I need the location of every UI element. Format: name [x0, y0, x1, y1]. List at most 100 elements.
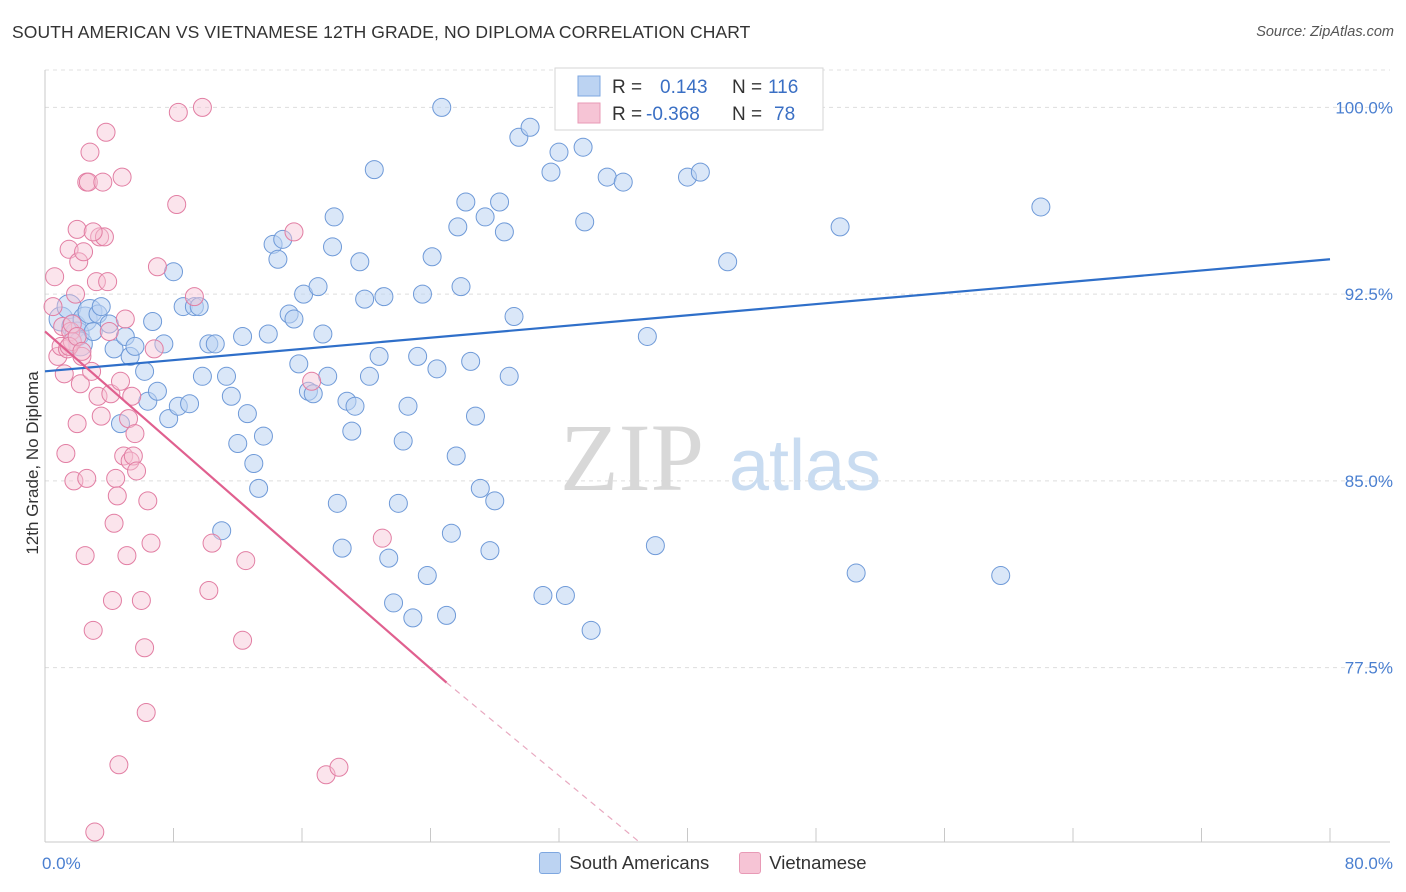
viet-point-5	[54, 364, 74, 384]
south-point-100	[613, 172, 633, 192]
viet-point-64	[202, 533, 222, 553]
trendline-vietnamese-extension	[446, 682, 640, 843]
south-point-85	[475, 207, 495, 227]
viet-point-50	[125, 424, 145, 444]
south-point-30	[205, 334, 225, 354]
viet-point-41	[110, 371, 130, 391]
viet-point-15	[69, 252, 89, 272]
viet-point-24	[83, 620, 103, 640]
south-point-11	[104, 339, 124, 359]
south-point-90	[499, 366, 519, 386]
south-point-51	[313, 324, 333, 344]
south-point-57	[342, 421, 362, 441]
viet-point-28	[90, 227, 110, 247]
viet-point-60	[168, 102, 188, 122]
south-point-49	[303, 384, 323, 404]
south-point-52	[318, 366, 338, 386]
south-point-33	[221, 386, 241, 406]
watermark-zip: ZIP	[560, 404, 704, 511]
south-point-86	[480, 541, 500, 561]
viet-point-26	[86, 272, 106, 292]
axes	[44, 70, 1390, 843]
south-point-69	[398, 396, 418, 416]
y-tick-label-3: 100.0%	[1335, 98, 1393, 117]
viet-point-65	[233, 630, 253, 650]
south-point-106	[718, 252, 738, 272]
south-point-114	[575, 212, 595, 232]
viet-point-75	[72, 341, 92, 361]
viet-point-30	[93, 172, 113, 192]
south-point-104	[690, 162, 710, 182]
south-point-95	[541, 162, 561, 182]
south-point-99	[597, 167, 617, 187]
viet-point-33	[98, 272, 118, 292]
south-point-7	[83, 321, 103, 341]
south-point-58	[345, 396, 365, 416]
viet-point-70	[329, 757, 349, 777]
south-point-81	[456, 192, 476, 212]
x-tick-label-1: 80.0%	[1345, 854, 1393, 873]
south-point-67	[388, 493, 408, 513]
legend-n-value-pink: 78	[774, 104, 795, 125]
south-point-19	[147, 381, 167, 401]
south-point-112	[581, 620, 601, 640]
south-point-27	[189, 297, 209, 317]
viet-point-1	[45, 267, 65, 287]
viet-point-12	[66, 284, 86, 304]
viet-point-71	[372, 528, 392, 548]
south-point-54	[327, 493, 347, 513]
trendline-vietnamese	[44, 330, 448, 684]
south-point-75	[427, 359, 447, 379]
viet-point-53	[135, 638, 155, 658]
south-point-84	[470, 478, 490, 498]
legend-swatch-pink	[577, 102, 601, 124]
south-point-66	[384, 593, 404, 613]
viet-point-49	[123, 446, 143, 466]
viet-point-61	[184, 287, 204, 307]
legend-item-vietnamese: Vietnamese	[739, 852, 867, 874]
trendline-south-americans	[44, 258, 1331, 373]
viet-point-48	[122, 386, 142, 406]
south-point-68	[393, 431, 413, 451]
y-tick-label-2: 92.5%	[1345, 285, 1393, 304]
south-point-77	[437, 605, 457, 625]
viet-point-67	[284, 222, 304, 242]
legend-item-south-americans: South Americans	[539, 852, 709, 874]
south-point-40	[258, 324, 278, 344]
viet-point-47	[120, 451, 140, 471]
legend-r-label-pink: R =	[612, 104, 642, 125]
south-point-62	[364, 160, 384, 180]
south-point-109	[991, 566, 1011, 586]
legend-r-label-blue: R =	[612, 77, 642, 98]
south-point-108	[846, 563, 866, 583]
viet-point-58	[147, 257, 167, 277]
viet-point-44	[115, 309, 135, 329]
x-tick-label-0: 0.0%	[42, 854, 81, 873]
south-point-115	[324, 207, 344, 227]
legend-n-value-blue: 116	[768, 77, 798, 98]
viet-point-9	[61, 321, 81, 341]
viet-point-63	[199, 580, 219, 600]
south-point-37	[244, 453, 264, 473]
viet-point-40	[109, 755, 129, 775]
south-point-50	[308, 277, 328, 297]
south-point-28	[192, 366, 212, 386]
south-point-74	[422, 247, 442, 267]
south-point-38	[249, 478, 269, 498]
viet-point-29	[91, 406, 111, 426]
legend-r-value-blue: 0.143	[660, 77, 708, 98]
viet-point-13	[67, 414, 87, 434]
south-point-70	[403, 608, 423, 628]
south-point-16	[135, 361, 155, 381]
south-point-43	[273, 229, 293, 249]
series-south-americans	[48, 97, 1051, 640]
viet-point-54	[136, 703, 156, 723]
legend-n-label-pink: N =	[732, 104, 762, 125]
viet-point-34	[99, 321, 119, 341]
watermark: ZIP atlas	[560, 404, 881, 511]
south-point-110	[1031, 197, 1051, 217]
south-point-73	[417, 566, 437, 586]
viet-point-38	[106, 468, 126, 488]
viet-point-55	[138, 491, 158, 511]
